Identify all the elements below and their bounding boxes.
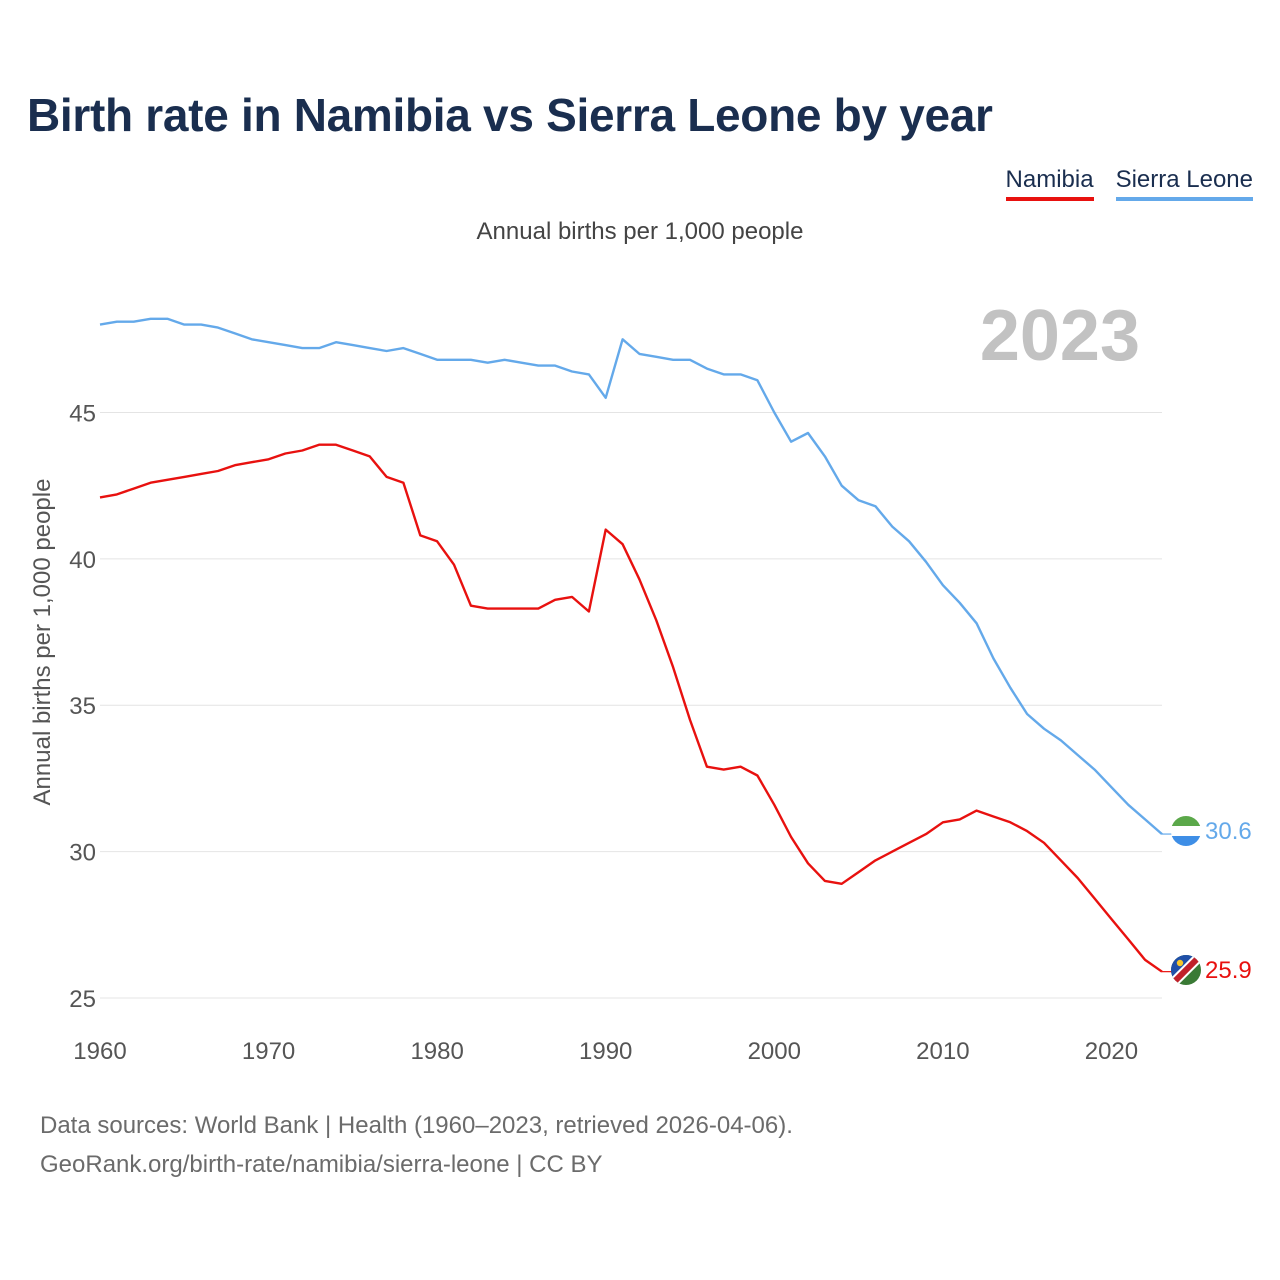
source-line-2[interactable]: GeoRank.org/birth-rate/namibia/sierra-le…	[40, 1151, 603, 1178]
x-tick-label-2020: 2020	[1085, 1038, 1138, 1065]
x-tick-label-2000: 2000	[748, 1038, 801, 1065]
series-lines	[99, 317, 1172, 973]
y-axis-label: Annual births per 1,000 people	[29, 479, 56, 806]
source-note: Data sources: World Bank | Health (1960–…	[40, 1106, 793, 1184]
y-tick-label-25: 25	[69, 986, 96, 1013]
x-tick-label-1980: 1980	[410, 1038, 463, 1065]
x-axis-ticks: 1960 1970 1980 1990 2000 2010 2020	[73, 1038, 1138, 1065]
legend-item-sierra-leone[interactable]: Sierra Leone	[1115, 166, 1253, 201]
namibia-flag-icon	[1171, 955, 1201, 985]
legend-item-namibia[interactable]: Namibia	[1005, 166, 1094, 201]
series-line-sierra-leone	[99, 317, 1163, 836]
series-line-namibia	[99, 443, 1163, 973]
x-tick-label-1990: 1990	[579, 1038, 632, 1065]
chart-title: Birth rate in Namibia vs Sierra Leone by…	[27, 89, 993, 141]
legend: Namibia Sierra Leone	[1005, 166, 1253, 201]
y-tick-label-45: 45	[69, 400, 96, 427]
year-display: 2023	[980, 296, 1140, 376]
y-tick-label-35: 35	[69, 693, 96, 720]
x-tick-label-2010: 2010	[916, 1038, 969, 1065]
chart-area: 2023 25 30 35 40 45 1960 1970 1980 1990 2000 2010…	[29, 296, 1252, 1065]
y-axis-ticks: 25 30 35 40 45	[69, 400, 96, 1013]
y-tick-label-40: 40	[69, 547, 96, 574]
x-tick-label-1960: 1960	[73, 1038, 126, 1065]
sierra-leone-flag-icon	[1171, 816, 1201, 846]
x-tick-label-1970: 1970	[242, 1038, 295, 1065]
grid-lines	[100, 411, 1162, 999]
end-label-sierra-leone: 30.6	[1205, 818, 1252, 845]
chart-subtitle: Annual births per 1,000 people	[476, 218, 804, 245]
y-tick-label-30: 30	[69, 840, 96, 867]
end-label-namibia: 25.9	[1205, 957, 1252, 984]
source-line-1: Data sources: World Bank | Health (1960–…	[40, 1112, 793, 1139]
